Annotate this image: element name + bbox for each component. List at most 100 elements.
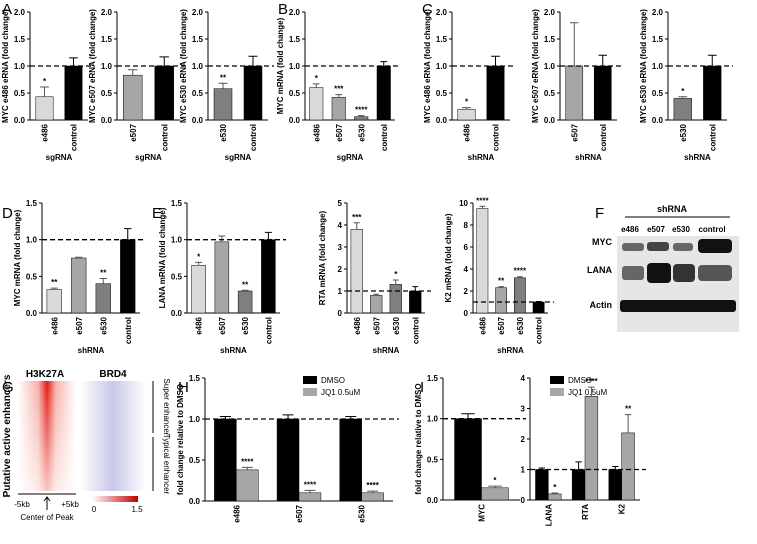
error-bar	[128, 69, 138, 76]
error-bar	[367, 490, 379, 493]
x-tick-label: control	[249, 124, 258, 151]
y-tick-label: 2	[521, 435, 526, 444]
x-tick-label: e486	[353, 316, 362, 334]
bar	[457, 108, 476, 121]
blot-title: shRNA	[657, 204, 688, 214]
bar	[703, 65, 722, 121]
bar	[361, 492, 384, 502]
x-tick-label: control	[70, 124, 79, 151]
significance: ****	[514, 267, 527, 276]
y-tick-label: 10	[459, 199, 468, 208]
bar	[213, 88, 233, 121]
error-bar	[392, 279, 399, 285]
y-tick-label: 0.0	[544, 116, 556, 125]
error-bar	[357, 115, 365, 117]
bar	[621, 432, 635, 501]
y-tick-label: 1.5	[26, 199, 38, 208]
bar	[535, 469, 549, 501]
x-tick-label: LANA	[544, 504, 553, 526]
bar	[298, 492, 322, 502]
band	[673, 264, 695, 282]
y-tick-label: 1.0	[427, 415, 439, 424]
legend-swatch	[303, 388, 317, 396]
y-tick-label: 0.5	[171, 272, 183, 281]
x-tick-label: e507	[218, 316, 227, 334]
x-tick-label: MYC	[478, 504, 487, 522]
bar	[214, 241, 230, 314]
bar	[608, 469, 622, 501]
lane-label: e530	[672, 225, 690, 234]
bar	[236, 469, 259, 502]
x-tick-label: e507	[295, 504, 304, 522]
y-tick-label: 1.5	[192, 35, 204, 44]
bar	[35, 96, 54, 121]
error-bar	[491, 55, 500, 66]
lane-label: e486	[621, 225, 639, 234]
bar	[565, 65, 584, 121]
y-tick-label: 1.0	[101, 62, 113, 71]
error-bar	[159, 56, 169, 66]
significance: ****	[304, 480, 317, 489]
bar	[495, 287, 507, 314]
error-bar	[99, 278, 107, 284]
significance: ***	[352, 213, 362, 222]
bar	[95, 283, 111, 314]
x-axis-label: shRNA	[684, 153, 711, 162]
significance: *	[553, 483, 557, 492]
band	[647, 242, 669, 251]
bar	[71, 257, 87, 314]
band	[698, 239, 732, 253]
y-tick-label: 3	[521, 405, 526, 414]
x-tick-label: control	[264, 317, 273, 344]
x-tick-label: e530	[516, 316, 525, 334]
bar	[673, 98, 692, 121]
y-tick-label: 0.0	[436, 116, 448, 125]
error-bar	[248, 55, 258, 66]
y-tick-label: 0.5	[192, 89, 204, 98]
bar	[123, 74, 143, 121]
panel-label: G	[2, 379, 14, 396]
center-label: Center of Peak	[20, 513, 74, 522]
x-axis-label: shRNA	[78, 346, 105, 355]
error-bar	[353, 222, 360, 230]
error-bar	[75, 256, 83, 258]
x-tick-label: e507	[335, 123, 344, 141]
y-tick-label: 0.0	[652, 116, 664, 125]
y-tick-label: 0.5	[189, 456, 201, 465]
y-tick-label: 0	[464, 309, 469, 318]
y-tick-label: 1	[338, 287, 343, 296]
band	[620, 300, 736, 312]
y-tick-label: 2.0	[192, 8, 204, 17]
panel-label: B	[278, 1, 288, 18]
lane-label: e507	[647, 225, 665, 234]
y-tick-label: 3	[338, 243, 343, 252]
x-tick-label: K2	[618, 503, 627, 514]
x-tick-label: e530	[99, 316, 108, 334]
y-tick-label: 2.0	[101, 8, 113, 17]
x-tick-label: control	[124, 317, 133, 344]
x-tick-label: e530	[219, 123, 228, 141]
bar	[532, 301, 545, 314]
y-tick-label: 0.5	[652, 89, 664, 98]
significance: **	[100, 269, 107, 278]
significance: *	[197, 252, 201, 261]
y-axis-label: RTA mRNA (fold change)	[318, 210, 327, 305]
error-bar	[373, 293, 380, 296]
band	[673, 243, 693, 251]
bar	[46, 289, 62, 314]
y-axis-label: MYC mRNA (fold change)	[276, 17, 285, 114]
error-bar	[218, 235, 226, 242]
significance: *	[681, 87, 685, 96]
x-tick-label: e530	[679, 123, 688, 141]
bar	[243, 65, 263, 121]
y-tick-label: 1.5	[652, 35, 664, 44]
bar	[276, 418, 300, 502]
y-tick-label: 0.5	[26, 272, 38, 281]
track-label: H3K27A	[26, 369, 64, 380]
x-tick-label: e486	[463, 123, 472, 141]
x-tick-label: control	[708, 124, 717, 151]
x-axis-label: sgRNA	[225, 153, 252, 162]
significance: *	[493, 476, 497, 485]
x-axis-label: sgRNA	[46, 153, 73, 162]
x-label: +5kb	[61, 500, 79, 509]
